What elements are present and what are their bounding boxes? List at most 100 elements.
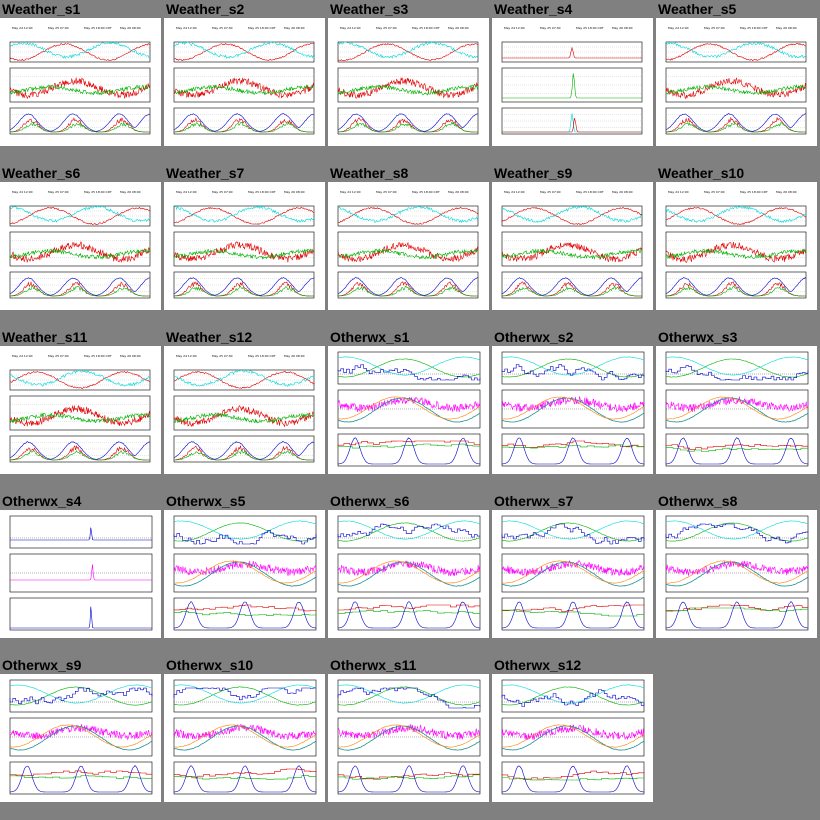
figure-title: Weather_s6: [2, 165, 81, 181]
figure-thumbnail[interactable]: [492, 346, 653, 474]
series-line: [9, 370, 151, 389]
figure-title: Otherwx_s3: [658, 329, 738, 345]
chart-svg: [501, 515, 645, 631]
series-line: [501, 285, 642, 297]
series-line: [666, 116, 806, 133]
series-line: [9, 117, 150, 133]
x-tick-label: May 26 08:00: [448, 190, 469, 194]
series-line: [9, 369, 151, 387]
figure-cell: Weather_s1 May 24 12:00 May 25 07:00 May 25…: [0, 0, 162, 164]
chart-svg: May 24 12:00 May 25 07:00 May 25 18:00 CDT…: [665, 26, 807, 135]
series-line: [173, 530, 317, 545]
series-line: [501, 724, 645, 741]
x-tick-label: May 24 12:00: [668, 190, 689, 194]
figure-thumbnail[interactable]: [0, 674, 161, 802]
figure-thumbnail[interactable]: [328, 510, 489, 638]
x-tick-label: May 25 07:00: [48, 26, 69, 30]
panel-frame: [173, 761, 317, 795]
x-tick-label: May 24 12:00: [12, 190, 33, 194]
figure-thumbnail[interactable]: May 24 12:00 May 25 07:00 May 25 18:00 CDT…: [328, 18, 489, 146]
series-line: [337, 687, 481, 709]
series-line: [501, 397, 645, 423]
figure-title: Weather_s3: [330, 1, 409, 17]
x-tick-label: May 24 12:00: [504, 26, 525, 30]
series-line: [502, 437, 644, 465]
series-line: [501, 686, 645, 706]
figure-thumbnail[interactable]: May 24 12:00 May 25 07:00 May 25 18:00 CDT…: [656, 182, 817, 310]
x-tick-label: May 25 18:00 CDT: [248, 354, 276, 358]
figure-thumbnail[interactable]: May 24 12:00 May 25 07:00 May 25 18:00 CDT…: [0, 18, 161, 146]
figure-thumbnail[interactable]: May 24 12:00 May 25 07:00 May 25 18:00 CDT…: [0, 182, 161, 310]
series-line: [665, 607, 809, 612]
panel-frame: [501, 597, 645, 631]
figure-thumbnail[interactable]: May 24 12:00 May 25 07:00 May 25 18:00 CDT…: [492, 18, 653, 146]
figure-thumbnail[interactable]: May 24 12:00 May 25 07:00 May 25 18:00 CDT…: [328, 182, 489, 310]
figure-title: Otherwx_s5: [166, 493, 246, 509]
figure-title: Otherwx_s6: [330, 493, 410, 509]
figure-thumbnail[interactable]: May 24 12:00 May 25 07:00 May 25 18:00 CDT…: [656, 18, 817, 146]
series-line: [501, 277, 643, 296]
figure-thumbnail[interactable]: [0, 510, 161, 638]
x-tick-label: May 24 12:00: [176, 190, 197, 194]
series-line: [173, 768, 317, 779]
figure-thumbnail[interactable]: [328, 674, 489, 802]
series-line: [337, 725, 481, 751]
figure-thumbnail[interactable]: [164, 674, 325, 802]
panel-frame: [665, 597, 809, 631]
chart-svg: May 24 12:00 May 25 07:00 May 25 18:00 CDT…: [337, 26, 479, 135]
figure-thumbnail[interactable]: [492, 674, 653, 802]
series-line: [666, 601, 808, 629]
series-line: [338, 437, 480, 465]
series-line: [173, 687, 316, 701]
figure-thumbnail[interactable]: May 24 12:00 May 25 07:00 May 25 18:00 CDT…: [492, 182, 653, 310]
figure-thumbnail[interactable]: [656, 510, 817, 638]
chart-svg: May 24 12:00 May 25 07:00 May 25 18:00 CDT…: [173, 26, 315, 135]
series-line: [9, 770, 153, 776]
series-line: [337, 77, 479, 99]
panel-frame: [501, 515, 645, 549]
panel-frame: [9, 679, 153, 713]
series-line: [173, 40, 315, 59]
series-line: [9, 445, 150, 461]
chart-svg: [173, 679, 317, 795]
x-tick-label: May 24 12:00: [12, 354, 33, 358]
figure-thumbnail[interactable]: [656, 346, 817, 474]
figure-thumbnail[interactable]: May 24 12:00 May 25 07:00 May 25 18:00 CDT…: [0, 346, 161, 474]
series-line: [665, 248, 807, 260]
figure-title: Otherwx_s11: [330, 657, 417, 673]
series-line: [337, 248, 479, 260]
figure-cell: Otherwx_s11: [328, 656, 490, 820]
figure-cell: Weather_s6 May 24 12:00 May 25 07:00 May 25…: [0, 164, 162, 328]
series-line: [337, 561, 481, 587]
series-line: [501, 520, 645, 540]
series-line: [337, 440, 481, 446]
panel-frame: [501, 679, 645, 713]
panel-frame: [173, 515, 317, 549]
series-line: [174, 765, 316, 793]
x-tick-label: May 25 07:00: [540, 26, 561, 30]
series-line: [501, 560, 645, 584]
panel-frame: [337, 515, 481, 549]
series-line: [338, 396, 481, 420]
x-tick-label: May 26 08:00: [284, 354, 305, 358]
series-line: [665, 447, 809, 452]
chart-svg: [173, 515, 317, 631]
series-line: [173, 684, 317, 704]
x-tick-label: May 24 12:00: [12, 26, 33, 30]
figure-thumbnail[interactable]: [164, 510, 325, 638]
figure-title: Weather_s4: [494, 1, 573, 17]
series-line: [665, 560, 809, 584]
series-line: [337, 241, 479, 263]
chart-svg: [501, 351, 645, 467]
series-line: [337, 396, 481, 413]
figure-thumbnail[interactable]: May 24 12:00 May 25 07:00 May 25 18:00 CDT…: [164, 18, 325, 146]
series-line: [665, 520, 809, 540]
figure-thumbnail[interactable]: May 24 12:00 May 25 07:00 May 25 18:00 CDT…: [164, 346, 325, 474]
figure-thumbnail[interactable]: [328, 346, 489, 474]
series-line: [665, 241, 807, 263]
figure-thumbnail[interactable]: [492, 510, 653, 638]
series-line: [502, 601, 644, 629]
series-line: [665, 205, 807, 223]
panel-frame: [9, 515, 153, 549]
figure-thumbnail[interactable]: May 24 12:00 May 25 07:00 May 25 18:00 CDT…: [164, 182, 325, 310]
